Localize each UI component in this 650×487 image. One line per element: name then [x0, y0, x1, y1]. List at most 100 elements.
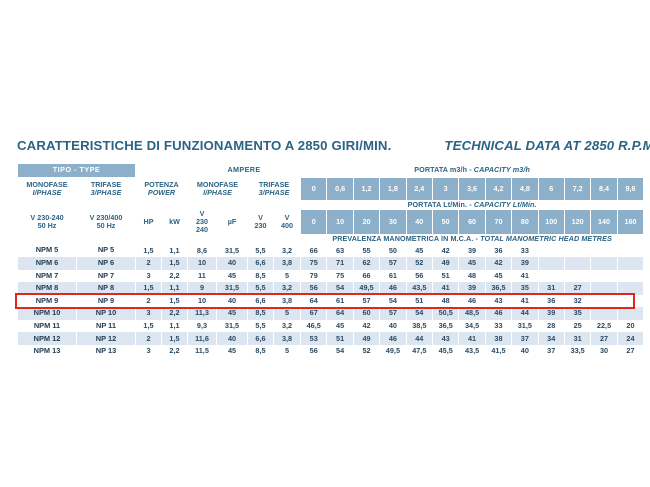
cell-head-5: 41 [431, 282, 460, 295]
cell-head-7: 45 [484, 269, 513, 283]
cell-head-6: 48 [458, 269, 486, 283]
capacity-m3h-tick-2: 1,2 [352, 177, 381, 201]
cell-head-2: 49 [352, 332, 381, 346]
cell-head-10: 32 [563, 294, 592, 308]
header-volt-monofase-l2: 50 Hz [37, 221, 57, 231]
cell-head-8: 31,5 [511, 319, 539, 333]
cell-monofase-model: NPM 6 [17, 256, 77, 270]
cell-head-9: 28 [537, 319, 565, 333]
table-row: NPM 10 NP 10 3 2,2 11,3 45 8,5 5 67 64 60 57 54 50,5 4… [17, 307, 645, 320]
cell-microfarad: 40 [216, 256, 248, 270]
header-potenza-spacer-top [135, 163, 188, 178]
header-microfarad: µF [216, 209, 248, 236]
cell-ampere-v400: 5 [272, 269, 302, 283]
cell-hp: 2 [135, 332, 162, 346]
cell-ampere-v400: 3,8 [272, 256, 302, 270]
cell-head-11: 30 [590, 345, 618, 358]
cell-microfarad: 45 [216, 307, 248, 320]
header-row-subgroups: MONOFASE I/PHASE TRIFASE 3/PHASE POTENZA PO… [17, 177, 645, 201]
cell-head-0: 75 [300, 256, 328, 270]
header-ampere-monofase-en: I/PHASE [203, 188, 232, 197]
cell-head-2: 55 [352, 243, 381, 257]
header-portata-m3h: PORTATA m3/h - CAPACITY m3/h [300, 163, 645, 178]
cell-ampere-v230240: 9 [187, 282, 217, 295]
cell-trifase-model: NP 5 [76, 243, 136, 257]
cell-microfarad: 45 [216, 269, 248, 283]
cell-ampere-v230240: 9,3 [187, 319, 217, 333]
cell-head-5: 45,5 [431, 345, 460, 358]
cell-head-10: 35 [563, 307, 592, 320]
header-v230240-l2: 230 [196, 217, 208, 227]
header-ampere-trifase: TRIFASE 3/PHASE [246, 177, 302, 201]
header-portata-m3h-it: PORTATA m3/h - [414, 165, 474, 175]
cell-head-8: 44 [511, 307, 539, 320]
table-row: NPM 12 NP 12 2 1,5 11,6 40 6,6 3,8 53 51 49 46 44 43 4… [17, 332, 645, 346]
cell-microfarad: 31,5 [216, 319, 248, 333]
cell-head-2: 60 [352, 307, 381, 320]
cell-monofase-model: NPM 11 [17, 319, 77, 333]
cell-head-4: 51 [405, 294, 433, 308]
cell-head-7: 33 [484, 319, 513, 333]
capacity-ltmin-tick-9: 100 [537, 209, 565, 236]
cell-head-4: 52 [405, 256, 433, 270]
capacity-ltmin-tick-11: 140 [590, 209, 618, 236]
cell-head-9: 36 [537, 294, 565, 308]
cell-head-5: 51 [431, 269, 460, 283]
header-row-units: V 230-240 50 Hz V 230/400 50 Hz HP kW V 230… [17, 209, 645, 236]
header-monofase-it: MONOFASE [26, 179, 68, 189]
table-row: NPM 13 NP 13 3 2,2 11,5 45 8,5 5 56 54 52 49,5 47,5 4… [17, 345, 645, 358]
cell-head-9: 34 [537, 332, 565, 346]
cell-head-1: 54 [326, 282, 354, 295]
header-portata-ltmin: PORTATA Lt/Min. - CAPACITY Lt/Min. [300, 199, 645, 211]
cell-ampere-v400: 5 [272, 307, 302, 320]
cell-monofase-model: NPM 5 [17, 243, 77, 257]
cell-head-3: 49,5 [379, 345, 407, 358]
cell-microfarad: 40 [216, 294, 248, 308]
cell-kw: 1,5 [161, 332, 188, 346]
header-prevalenza-spacer [16, 234, 302, 245]
header-row-prevalenza: PREVALENZA MANOMETRICA IN M.C.A. - TOTAL… [16, 234, 645, 245]
cell-head-3: 40 [379, 319, 407, 333]
cell-head-5: 43 [431, 332, 460, 346]
cell-head-11 [590, 294, 618, 308]
header-v400: V 400 [272, 209, 302, 236]
table-row: NPM 8 NP 8 1,5 1,1 9 31,5 5,5 3,2 56 54 49,5 46 43,5… [17, 282, 645, 295]
cell-head-7: 38 [484, 332, 513, 346]
cell-head-11 [590, 269, 618, 283]
cell-head-6: 43,5 [458, 345, 486, 358]
cell-head-1: 45 [326, 319, 354, 333]
cell-ampere-v230: 6,6 [247, 294, 274, 308]
cell-hp: 2 [135, 256, 162, 270]
cell-monofase-model: NPM 7 [17, 269, 77, 283]
capacity-ltmin-tick-6: 60 [458, 209, 486, 236]
capacity-m3h-tick-3: 1,8 [379, 177, 407, 201]
cell-head-9: 31 [537, 282, 565, 295]
cell-head-0: 64 [300, 294, 328, 308]
cell-monofase-model: NPM 13 [17, 345, 77, 358]
cell-head-4: 45 [405, 243, 433, 257]
cell-head-0: 67 [300, 307, 328, 320]
cell-head-2: 49,5 [352, 282, 381, 295]
cell-monofase-model: NPM 10 [17, 307, 77, 320]
cell-head-3: 46 [379, 332, 407, 346]
cell-head-5: 48 [431, 294, 460, 308]
cell-head-11: 27 [590, 332, 618, 346]
header-potenza-it: POTENZA [144, 179, 179, 189]
cell-head-0: 46,5 [300, 319, 328, 333]
cell-head-12 [616, 294, 645, 308]
header-prevalenza-it: PREVALENZA MANOMETRICA IN M.C.A. - [332, 234, 481, 244]
header-trifase-type: TRIFASE 3/PHASE [76, 177, 136, 201]
header-trifase-en: 3/PHASE [90, 188, 122, 197]
cell-head-12 [616, 282, 645, 295]
cell-head-2: 62 [352, 256, 381, 270]
cell-head-12: 27 [616, 345, 645, 358]
header-ampere: AMPERE [186, 163, 302, 178]
cell-head-7: 43 [484, 294, 513, 308]
cell-microfarad: 31,5 [216, 282, 248, 295]
cell-trifase-model: NP 10 [76, 307, 136, 320]
header-monofase-en: I/PHASE [32, 188, 62, 197]
cell-head-1: 54 [326, 345, 354, 358]
cell-head-10 [563, 243, 592, 257]
header-ampere-trifase-en: 3/PHASE [258, 188, 290, 197]
header-volt-trifase-l1: V 230/400 [89, 213, 123, 223]
